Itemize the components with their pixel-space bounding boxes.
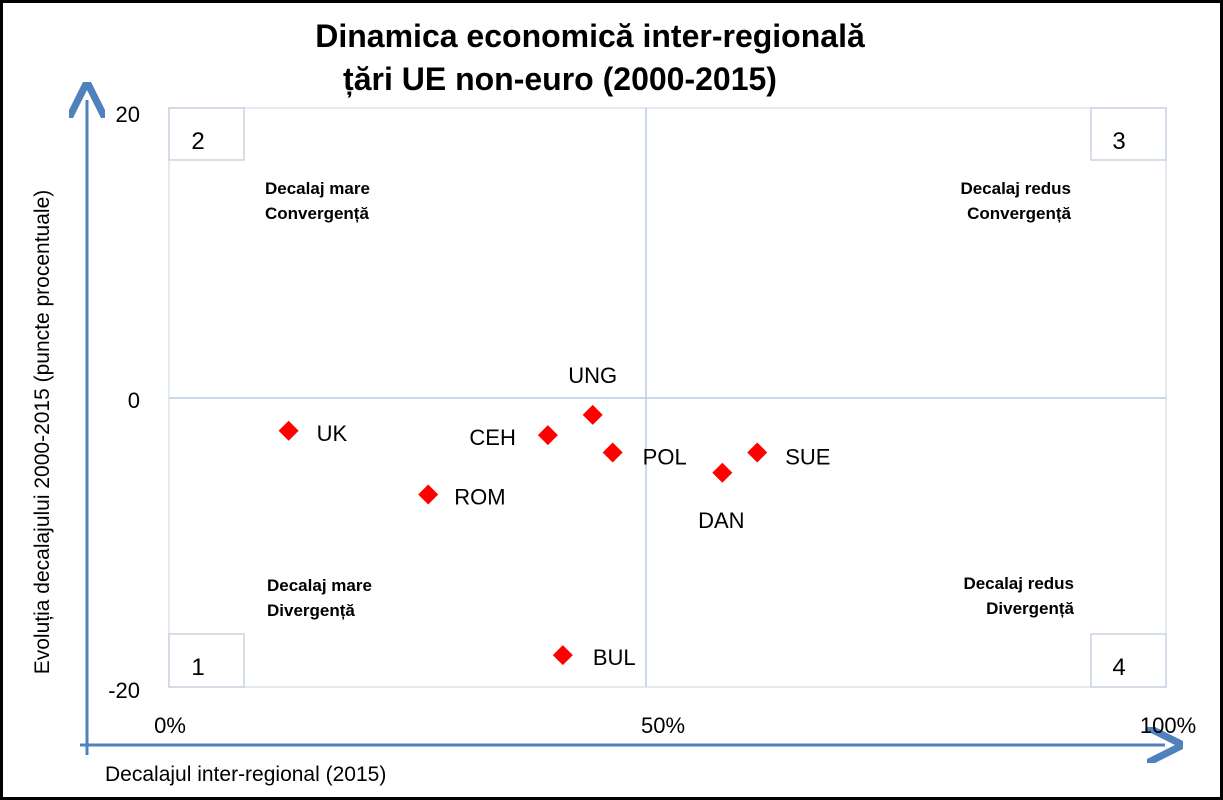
y-axis-label: Evoluția decalajului 2000-2015 (puncte p… <box>31 190 54 675</box>
point-label-dan: DAN <box>698 508 744 533</box>
quadrant-4-line-2: Divergență <box>986 599 1074 618</box>
x-tick-100: 100% <box>1140 713 1196 738</box>
point-uk <box>278 420 299 441</box>
point-label-sue: SUE <box>785 445 830 470</box>
quadrant-4-line-1: Decalaj redus <box>963 574 1074 593</box>
point-ung <box>582 404 603 425</box>
quadrant-2-line-1: Decalaj mare <box>265 179 370 198</box>
quadrant-1-box <box>168 633 245 688</box>
point-bul <box>552 645 573 666</box>
point-label-rom: ROM <box>454 484 505 509</box>
x-tick-50: 50% <box>641 713 685 738</box>
quadrant-2-box <box>168 107 245 161</box>
y-tick-minus-20: -20 <box>108 678 140 703</box>
data-points: UK ROM CEH UNG POL BUL DAN SUE <box>278 363 830 670</box>
quadrant-4-box <box>1090 633 1167 688</box>
quadrant-4-number: 4 <box>1112 654 1125 681</box>
y-tick-0: 0 <box>128 388 140 413</box>
point-ceh <box>537 425 558 446</box>
chart-title-line-2: țări UE non-euro (2000-2015) <box>343 61 777 97</box>
point-pol <box>602 442 623 463</box>
x-axis-label: Decalajul inter-regional (2015) <box>105 763 386 786</box>
point-label-uk: UK <box>317 421 348 446</box>
y-tick-20: 20 <box>116 102 140 127</box>
point-rom <box>418 484 439 505</box>
quadrant-3-box <box>1090 107 1167 161</box>
quadrant-2-number: 2 <box>191 128 204 155</box>
quadrant-3-line-1: Decalaj redus <box>960 179 1071 198</box>
quadrant-3-line-2: Convergență <box>967 204 1071 223</box>
point-label-ceh: CEH <box>469 425 515 450</box>
point-sue <box>747 442 768 463</box>
quadrant-1-number: 1 <box>191 654 204 681</box>
quadrant-2-line-2: Convergență <box>265 204 369 223</box>
quadrant-3-number: 3 <box>1112 128 1125 155</box>
chart-title-line-1: Dinamica economică inter-regională <box>315 18 865 54</box>
quadrant-1-line-1: Decalaj mare <box>267 576 372 595</box>
point-label-ung: UNG <box>568 363 617 388</box>
point-label-pol: POL <box>643 445 687 470</box>
point-dan <box>712 462 733 483</box>
point-label-bul: BUL <box>593 645 636 670</box>
quadrant-1-line-2: Divergență <box>267 601 355 620</box>
x-tick-0: 0% <box>154 713 186 738</box>
